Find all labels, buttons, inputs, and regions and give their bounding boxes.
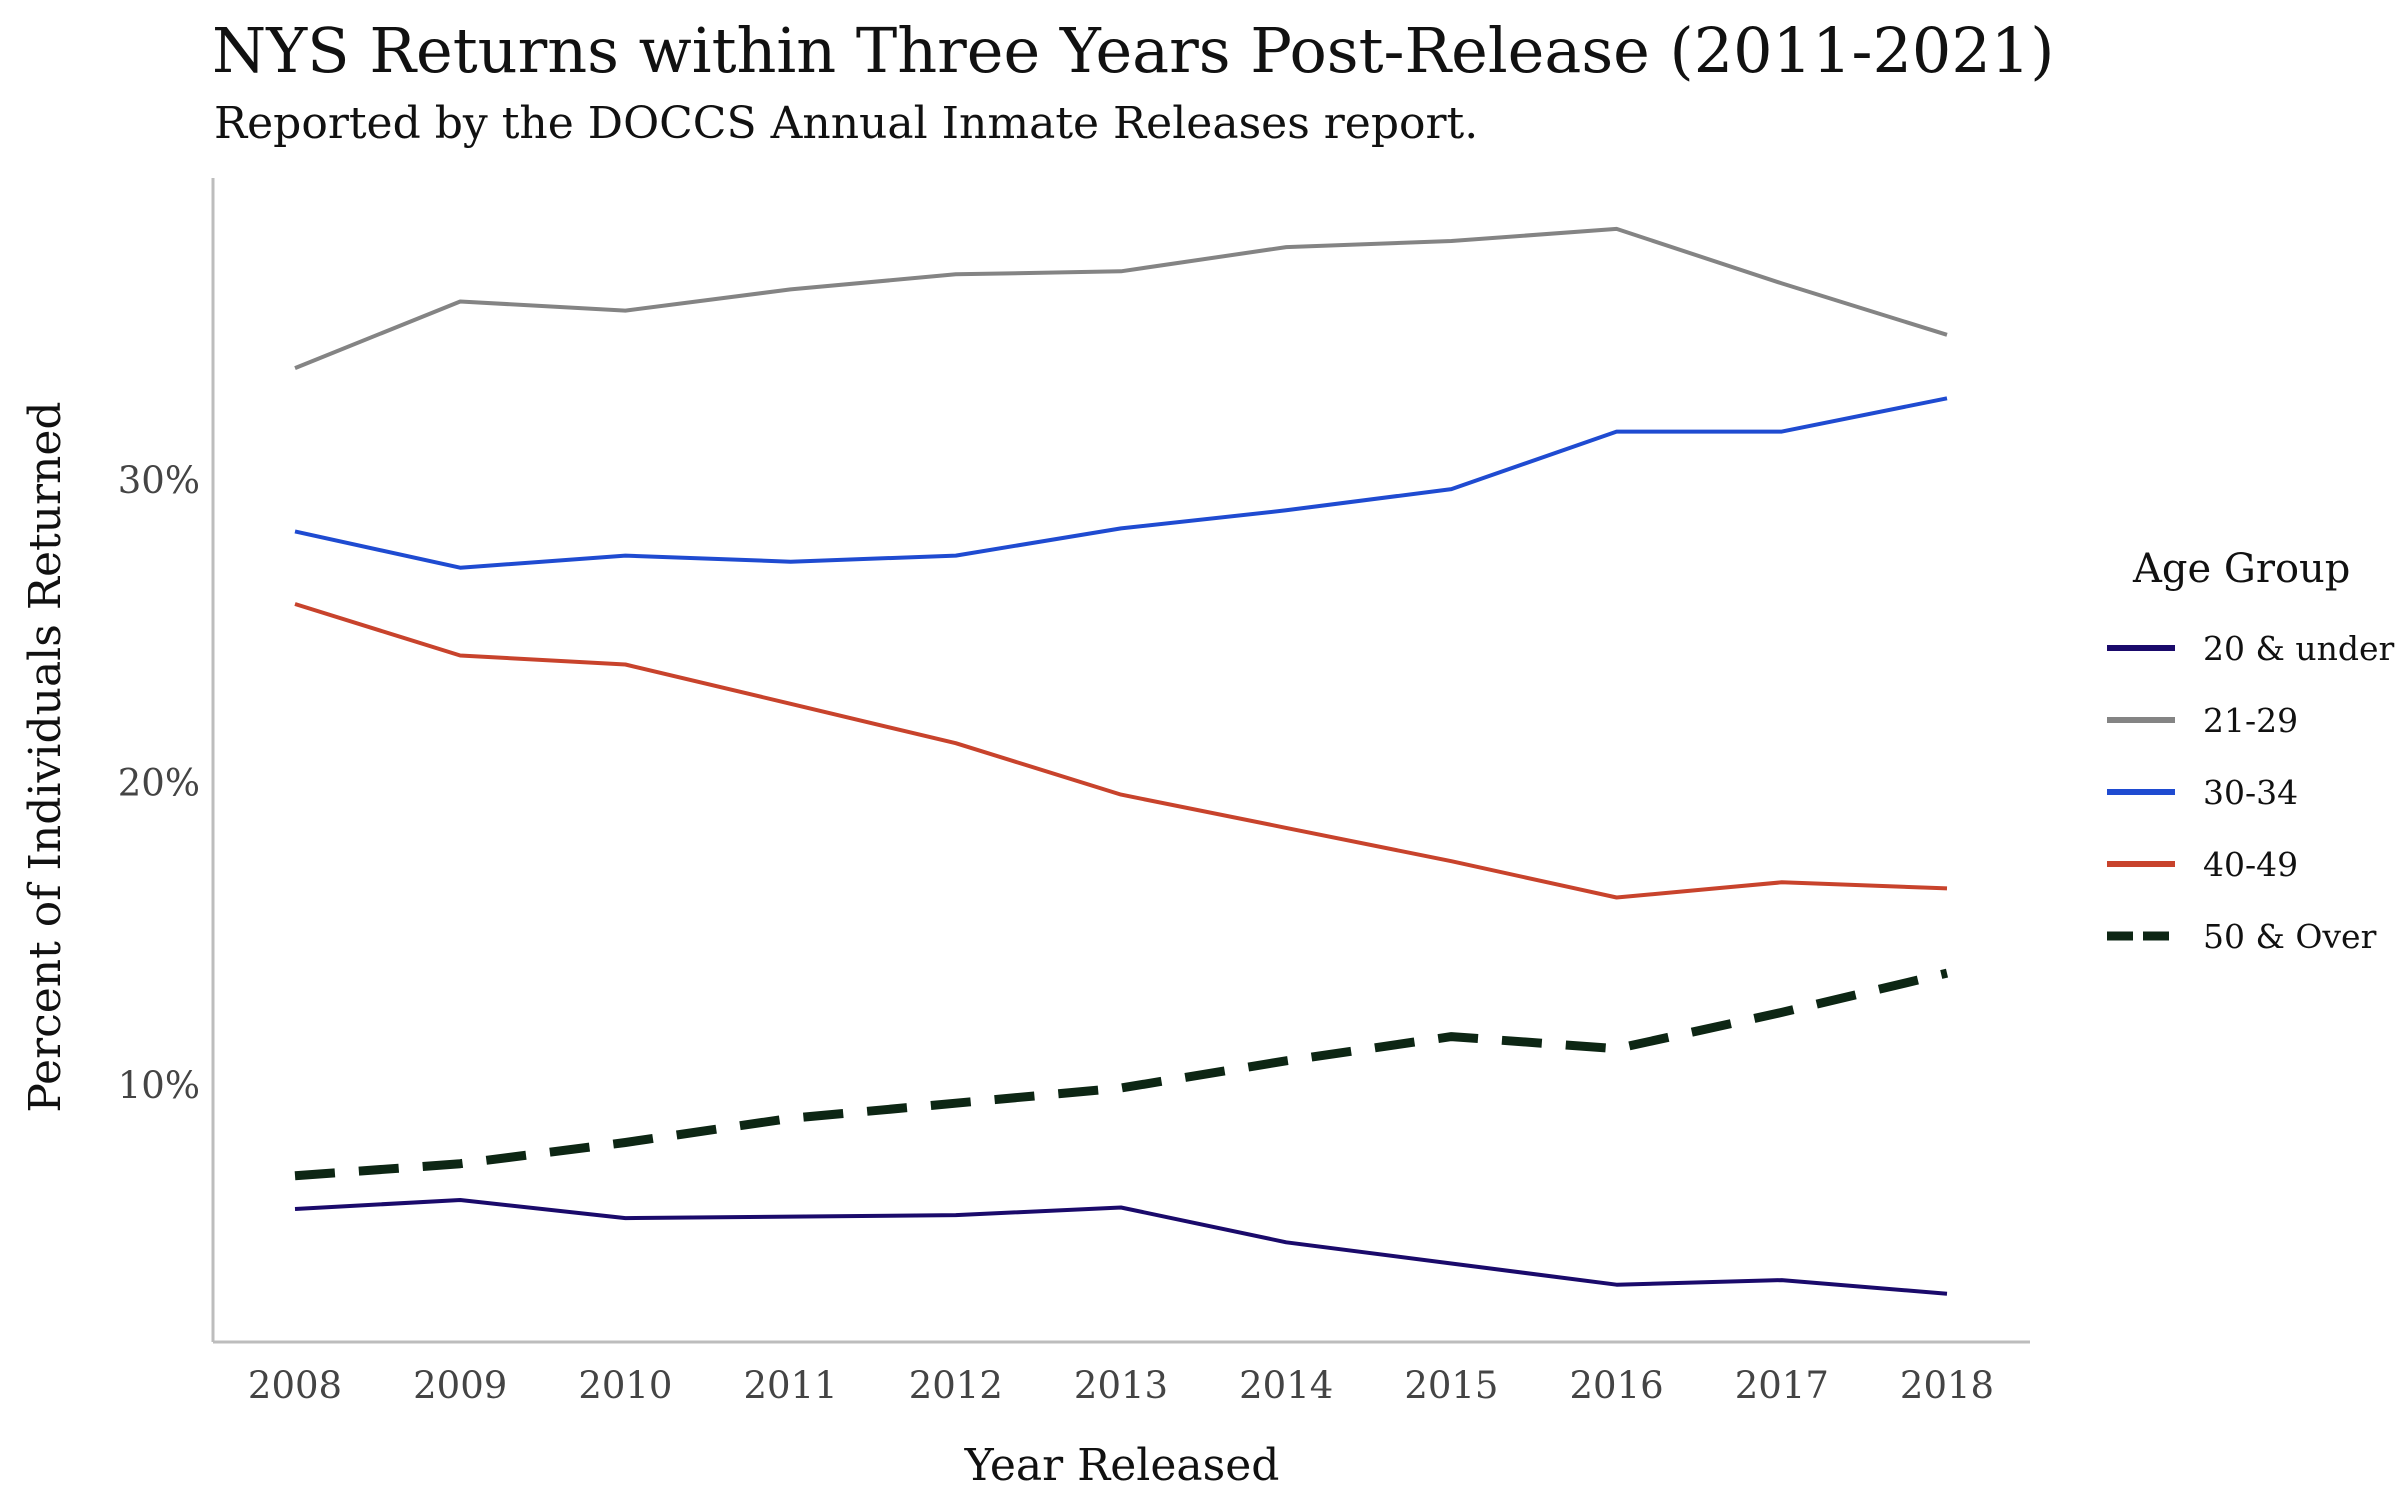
- legend-label: 50 & Over: [2203, 917, 2377, 956]
- legend-label: 40-49: [2203, 845, 2298, 884]
- legend-items: 20 & under 21-29 30-34 40-49 50 & Over: [2107, 629, 2395, 956]
- series-line-1: [294, 226, 1948, 370]
- chart-subtitle: Reported by the DOCCS Annual Inmate Rele…: [214, 98, 1479, 149]
- x-tick-labels: 2008 2009 2010 2011 2012 2013 2014 2015 2016 2017…: [248, 1364, 1994, 1407]
- y-tick-label: 20%: [118, 762, 200, 805]
- x-tick-label: 2008: [248, 1364, 342, 1407]
- x-tick-label: 2017: [1735, 1364, 1829, 1407]
- x-tick-label: 2013: [1074, 1364, 1168, 1407]
- y-tick-label: 30%: [118, 459, 200, 502]
- x-axis-title: Year Released: [964, 1440, 1280, 1491]
- legend-label: 20 & under: [2203, 629, 2395, 668]
- series-line-2: [294, 396, 1948, 570]
- x-tick-label: 2015: [1404, 1364, 1498, 1407]
- x-tick-label: 2014: [1239, 1364, 1333, 1407]
- legend-label: 30-34: [2203, 773, 2298, 812]
- y-axis-title: Percent of Individuals Returned: [20, 401, 71, 1112]
- x-tick-label: 2011: [744, 1364, 838, 1407]
- chart-title: NYS Returns within Three Years Post-Rele…: [212, 14, 2055, 87]
- series-line-3: [294, 602, 1948, 900]
- series-lines: [294, 226, 1949, 1296]
- legend-title: Age Group: [2132, 546, 2350, 592]
- x-tick-label: 2009: [413, 1364, 507, 1407]
- series-line-4: [294, 968, 1949, 1181]
- x-tick-label: 2012: [909, 1364, 1003, 1407]
- y-tick-labels: 10% 20% 30%: [118, 459, 200, 1107]
- axes: [211, 178, 2030, 1344]
- x-tick-label: 2018: [1900, 1364, 1994, 1407]
- legend: Age Group 20 & under 21-29 30-34 40-49 50 & …: [2107, 546, 2395, 956]
- x-tick-label: 2010: [578, 1364, 672, 1407]
- y-tick-label: 10%: [118, 1064, 200, 1107]
- legend-label: 21-29: [2203, 701, 2298, 740]
- x-tick-label: 2016: [1570, 1364, 1664, 1407]
- series-line-0: [294, 1198, 1948, 1296]
